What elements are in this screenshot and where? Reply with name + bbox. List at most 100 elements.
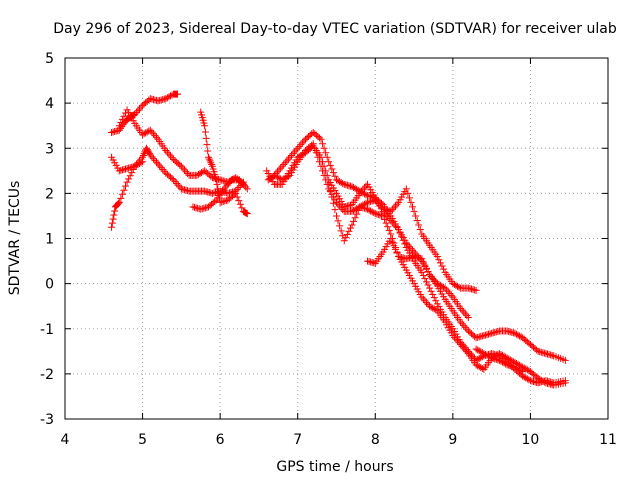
- data-point: [371, 196, 379, 204]
- data-point: [182, 168, 190, 176]
- data-point: [368, 208, 376, 216]
- data-point: [311, 144, 319, 152]
- data-point: [512, 364, 520, 372]
- data-point: [455, 283, 463, 291]
- data-point: [156, 162, 164, 170]
- data-point: [274, 173, 282, 181]
- data-point: [472, 361, 480, 369]
- data-point: [148, 128, 156, 136]
- data-point: [348, 207, 356, 215]
- data-point: [329, 199, 337, 207]
- data-point: [460, 322, 468, 330]
- data-point: [333, 212, 340, 220]
- data-point: [148, 153, 156, 161]
- data-point: [359, 201, 367, 209]
- data-point: [362, 199, 370, 207]
- data-point: [410, 207, 418, 215]
- data-point: [173, 90, 181, 98]
- data-point: [388, 238, 396, 246]
- data-point: [235, 197, 243, 205]
- data-point: [438, 282, 446, 290]
- data-point: [449, 280, 457, 288]
- data-point: [280, 175, 288, 183]
- series-track-j: [325, 180, 480, 294]
- series-track-l: [472, 345, 527, 376]
- data-point: [312, 149, 320, 157]
- y-tick-label: -2: [40, 367, 54, 383]
- data-point: [243, 185, 251, 193]
- data-point: [398, 233, 406, 241]
- data-point: [132, 109, 140, 117]
- data-point: [354, 207, 362, 215]
- data-point: [477, 348, 485, 356]
- data-point: [351, 206, 359, 214]
- data-point: [319, 167, 327, 175]
- data-point: [373, 198, 381, 206]
- data-point: [438, 262, 446, 270]
- data-point: [165, 93, 173, 101]
- data-point: [201, 128, 209, 136]
- data-point: [511, 329, 519, 337]
- data-point: [337, 227, 345, 235]
- data-point: [441, 284, 449, 292]
- data-point: [333, 198, 340, 206]
- data-point: [232, 189, 240, 197]
- data-point: [206, 157, 214, 165]
- data-point: [486, 353, 494, 361]
- data-point: [165, 150, 173, 158]
- data-point: [134, 160, 142, 168]
- data-point: [115, 198, 123, 206]
- data-point: [429, 274, 437, 282]
- data-point: [145, 127, 153, 135]
- data-point: [284, 172, 292, 180]
- data-point: [393, 224, 401, 232]
- data-point: [502, 353, 510, 361]
- data-point: [357, 188, 365, 196]
- data-point: [499, 351, 507, 359]
- data-point: [149, 155, 157, 163]
- data-point: [419, 295, 427, 303]
- data-point: [503, 354, 511, 362]
- data-point: [475, 363, 483, 371]
- data-point: [163, 94, 171, 102]
- x-tick-label: 9: [448, 432, 457, 448]
- data-point: [419, 258, 427, 266]
- data-point: [478, 364, 486, 372]
- data-point: [432, 306, 440, 314]
- data-point: [433, 253, 441, 261]
- series-track-a: [108, 90, 181, 136]
- data-point: [446, 290, 454, 298]
- data-point: [413, 216, 421, 224]
- data-point: [399, 236, 407, 244]
- data-point: [159, 165, 167, 173]
- data-point: [123, 178, 131, 186]
- data-point: [168, 154, 176, 162]
- data-point: [523, 366, 531, 374]
- data-point: [226, 178, 234, 186]
- data-point: [270, 171, 278, 179]
- data-point: [391, 202, 399, 210]
- data-point: [334, 200, 342, 208]
- data-point: [457, 304, 465, 312]
- data-point: [308, 141, 316, 149]
- data-point: [458, 306, 466, 314]
- y-tick-label: 2: [45, 186, 54, 202]
- data-point: [122, 182, 130, 190]
- data-point: [500, 352, 508, 360]
- data-point: [283, 173, 291, 181]
- data-point: [205, 153, 213, 161]
- data-point: [314, 153, 322, 161]
- data-point: [461, 346, 469, 354]
- data-point: [128, 169, 136, 177]
- data-point: [405, 243, 413, 251]
- data-point: [409, 203, 417, 211]
- data-point: [345, 227, 353, 235]
- data-point: [326, 161, 334, 169]
- data-point: [334, 177, 342, 185]
- series-track-g: [264, 128, 569, 364]
- data-point: [499, 358, 507, 366]
- data-point: [427, 272, 435, 280]
- data-point: [292, 146, 300, 154]
- data-point: [120, 186, 128, 194]
- data-point: [272, 172, 280, 180]
